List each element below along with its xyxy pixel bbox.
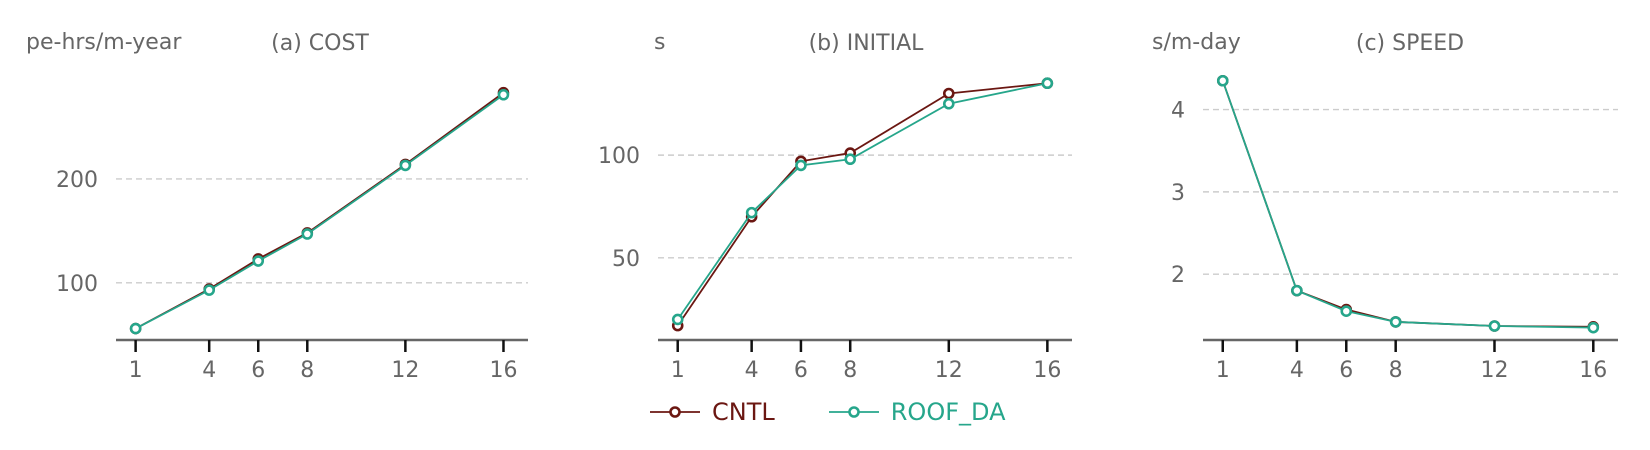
data-point-roof-da — [671, 313, 684, 326]
data-point-roof-da — [1340, 305, 1353, 317]
x-tick-label: 12 — [1480, 358, 1508, 383]
x-tick-label: 16 — [1579, 358, 1607, 383]
data-point-roof-da — [745, 206, 758, 219]
x-tick-label: 6 — [794, 358, 808, 383]
x-tick-label: 8 — [1389, 358, 1403, 383]
series-line-roof-da — [1221, 80, 1594, 329]
y-axis-label: s — [654, 30, 665, 55]
legend-item-cntl: CNTL — [648, 398, 775, 426]
panel-1: 100 200 1 4 6 8 12 16 pe-hrs/m-year (a) COST — [26, 30, 528, 383]
x-tick-label: 8 — [300, 358, 314, 383]
data-point-roof-da — [129, 322, 142, 335]
chart-title: (c) SPEED — [1356, 31, 1464, 56]
y-tick-label: 2 — [1171, 263, 1185, 288]
data-point-roof-da — [1488, 320, 1501, 332]
x-tick-label: 4 — [1290, 358, 1304, 383]
x-tick-label: 4 — [202, 358, 216, 383]
data-point-roof-da — [301, 228, 314, 240]
x-tick-label: 12 — [391, 358, 419, 383]
data-point-roof-da — [203, 284, 215, 296]
legend-label-roof-da: ROOF_DA — [890, 398, 1006, 426]
data-point-roof-da — [1389, 316, 1402, 328]
x-tick-label: 4 — [745, 358, 759, 383]
x-tick-label: 16 — [489, 358, 517, 383]
data-point-roof-da — [1291, 284, 1303, 297]
panel-2: 50 100 1 4 6 8 12 16 s (b) INITIAL — [598, 30, 1072, 383]
y-tick-label: 200 — [56, 168, 98, 193]
data-point-roof-da — [497, 88, 510, 101]
data-point-roof-da — [1587, 321, 1600, 334]
x-tick-label: 8 — [843, 358, 857, 383]
data-point-roof-da — [1041, 77, 1054, 90]
x-tick-label: 1 — [1216, 358, 1230, 383]
data-point-roof-da — [795, 159, 807, 172]
y-axis-label: s/m-day — [1152, 30, 1241, 55]
x-tick-label: 6 — [251, 358, 265, 383]
data-point-roof-da — [844, 153, 857, 166]
y-tick-label: 4 — [1171, 99, 1185, 124]
legend-item-roof-da: ROOF_DA — [827, 398, 1006, 426]
chart-title: (b) INITIAL — [809, 31, 925, 56]
panel-3: 2 3 4 1 4 6 8 12 16 s/m-day (c) SPEED — [1152, 30, 1618, 383]
data-point-roof-da — [942, 97, 955, 110]
legend-swatch-roof-da — [828, 406, 879, 418]
data-point-roof-da — [1216, 74, 1229, 87]
series-line-cntl — [135, 91, 505, 330]
data-point-roof-da — [399, 159, 412, 172]
x-tick-label: 12 — [935, 358, 963, 383]
y-tick-label: 50 — [612, 247, 640, 272]
y-tick-label: 100 — [598, 144, 640, 169]
y-axis-label: pe-hrs/m-year — [26, 30, 182, 55]
series-line-cntl — [1221, 80, 1594, 328]
legend-swatch-cntl — [650, 406, 700, 418]
x-tick-label: 6 — [1339, 358, 1353, 383]
data-point-roof-da — [252, 255, 265, 267]
series-line-roof-da — [676, 82, 1048, 320]
chart-title: (a) COST — [271, 31, 369, 56]
legend: CNTL ROOF_DA — [648, 398, 1006, 426]
legend-label-cntl: CNTL — [712, 398, 775, 426]
series-line-cntl — [676, 82, 1048, 327]
y-tick-label: 3 — [1171, 181, 1185, 206]
x-tick-label: 1 — [129, 358, 143, 383]
x-tick-label: 1 — [671, 358, 685, 383]
x-tick-label: 16 — [1033, 358, 1061, 383]
series-line-roof-da — [135, 94, 505, 330]
y-tick-label: 100 — [56, 272, 98, 297]
data-point-cntl — [942, 87, 955, 100]
